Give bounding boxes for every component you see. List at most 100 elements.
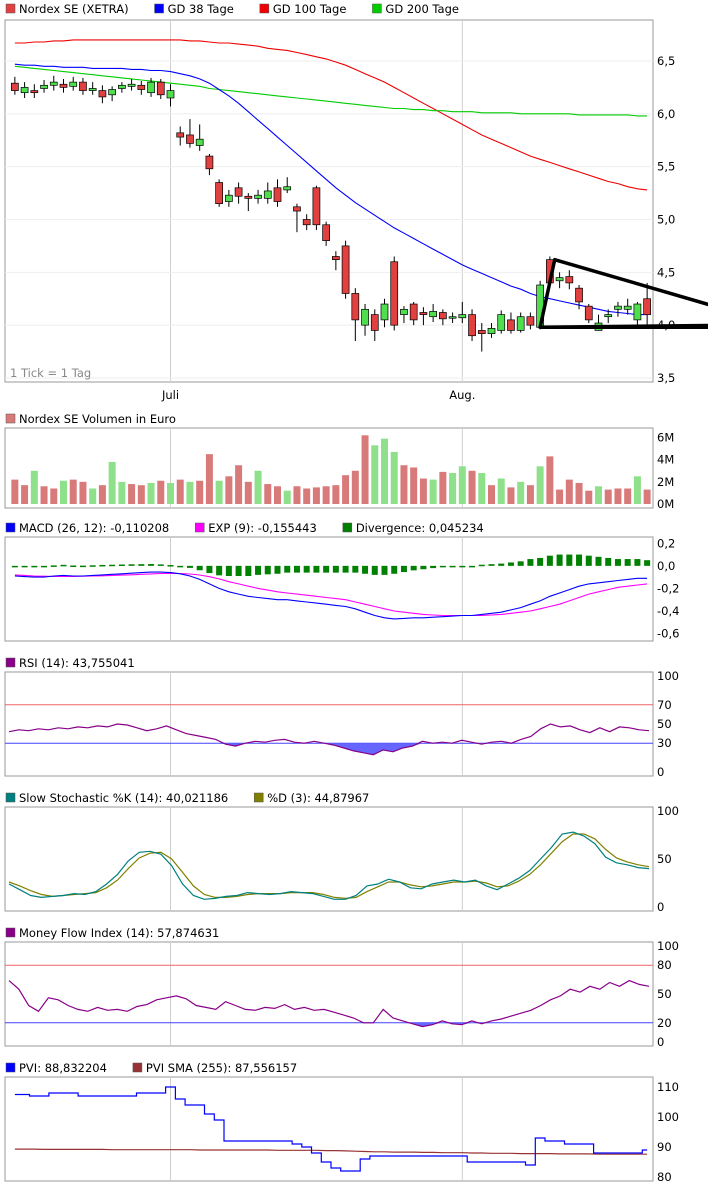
volume-bar <box>643 489 651 504</box>
pvi-plot-area <box>4 1076 654 1182</box>
price-y-tick-label: 4,5 <box>657 265 675 279</box>
candle <box>118 84 126 89</box>
volume-bar <box>215 480 223 504</box>
candle <box>322 224 330 241</box>
divergence-bar <box>566 554 573 566</box>
candle <box>273 187 282 202</box>
price-legend-label: GD 38 Tage <box>168 2 234 16</box>
divergence-bar <box>138 564 145 566</box>
candle <box>448 316 457 319</box>
volume-bar <box>30 470 38 504</box>
divergence-bar <box>449 565 456 568</box>
divergence-bar <box>293 565 300 573</box>
volume-bar <box>429 479 437 504</box>
macd-plot-area <box>4 536 654 642</box>
candle <box>195 138 204 146</box>
divergence-bar <box>614 559 621 566</box>
volume-bar <box>205 454 213 504</box>
volume-bar <box>419 478 427 504</box>
candle <box>370 314 379 331</box>
candle <box>108 89 116 96</box>
candle <box>477 330 486 334</box>
volume-legend-label: Nordex SE Volumen in Euro <box>19 412 176 426</box>
rsi-line <box>8 723 650 756</box>
volume-bar <box>60 480 67 504</box>
price-legend-label: Nordex SE (XETRA) <box>19 2 129 16</box>
mfi-legend-label: Money Flow Index (14): 57,874631 <box>19 926 219 940</box>
price-y-tick-label: 6,5 <box>657 54 675 68</box>
price-legend-swatch <box>5 3 16 14</box>
stochastic-legend-label: %D (3): 44,87967 <box>267 791 369 805</box>
stoch-d-line <box>8 833 650 900</box>
divergence-bar <box>235 565 242 577</box>
candle <box>604 314 613 318</box>
volume-bar <box>478 472 486 504</box>
pvi-y-tick-label: 100 <box>657 1110 679 1124</box>
volume-bar <box>89 488 97 504</box>
price-y-tick-label: 5,0 <box>657 212 675 226</box>
macd-y-tick-label: 0,0 <box>657 559 675 573</box>
divergence-bar <box>206 565 213 574</box>
divergence-bar <box>400 565 407 573</box>
divergence-bar <box>274 565 281 574</box>
volume-bar <box>342 475 350 504</box>
volume-bar <box>244 481 252 504</box>
candle <box>137 84 146 90</box>
x-axis-label: Aug. <box>449 388 475 402</box>
candle <box>283 186 292 191</box>
volume-bar <box>595 486 602 504</box>
candle <box>419 312 428 315</box>
candle <box>361 308 369 326</box>
pvi-legend-label: PVI: 88,832204 <box>19 1061 107 1075</box>
candle <box>176 132 185 138</box>
rsi-y-tick-label: 30 <box>657 736 672 750</box>
volume-bar <box>254 470 262 504</box>
divergence-bar <box>478 564 485 567</box>
candle <box>380 303 389 321</box>
candle <box>351 293 360 321</box>
candle <box>79 81 87 91</box>
stochastic-y-tick-label: 50 <box>657 852 672 866</box>
pvi-y-tick-label: 90 <box>657 1140 672 1154</box>
volume-bar <box>575 482 583 504</box>
divergence-bar <box>79 565 86 568</box>
price-y-tick-label: 6,0 <box>657 107 675 121</box>
candle <box>507 319 515 331</box>
price-legend-swatch <box>259 3 270 14</box>
volume-y-tick-label: 2M <box>657 475 674 489</box>
pvi-y-tick-label: 110 <box>657 1080 679 1094</box>
divergence-bar <box>148 564 155 566</box>
stochastic-legend-swatch <box>5 792 16 803</box>
divergence-bar <box>50 565 57 567</box>
candle <box>487 327 496 334</box>
candle <box>186 134 194 144</box>
volume-bar <box>98 485 106 504</box>
volume-bar <box>458 466 466 504</box>
divergence-bar <box>352 565 359 573</box>
volume-bar <box>274 486 281 504</box>
divergence-bar <box>109 564 116 567</box>
candle <box>225 194 233 202</box>
candle <box>400 308 408 315</box>
divergence-bar <box>362 565 369 574</box>
divergence-bar <box>41 565 48 568</box>
candle <box>205 155 214 170</box>
volume-bar <box>21 485 29 504</box>
pvi-legend-swatch <box>5 1062 16 1073</box>
price-legend-swatch <box>372 3 382 14</box>
candle <box>263 190 272 199</box>
volume-bar <box>410 467 418 504</box>
volume-bar <box>556 489 564 504</box>
divergence-bar <box>118 564 125 566</box>
mfi-y-tick-label: 100 <box>657 939 679 953</box>
candle <box>565 276 574 284</box>
divergence-bar <box>60 564 67 567</box>
candle <box>575 287 583 303</box>
divergence-bar <box>517 561 524 566</box>
candle <box>516 316 525 331</box>
volume-bar <box>79 481 87 504</box>
divergence-bar <box>342 565 349 573</box>
volume-bar <box>604 489 612 504</box>
candle <box>234 187 243 197</box>
